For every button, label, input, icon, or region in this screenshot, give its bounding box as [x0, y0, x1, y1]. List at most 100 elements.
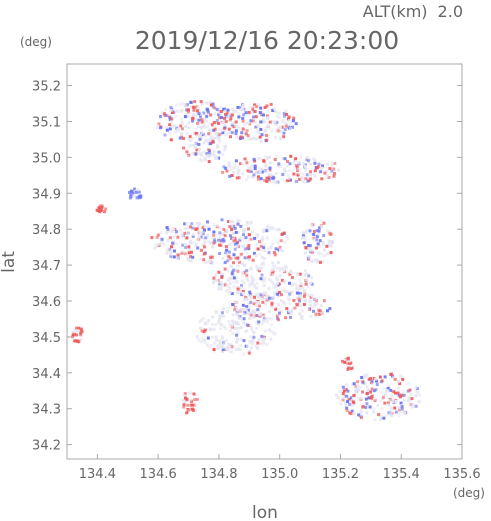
- echo-pixel: [184, 396, 187, 400]
- echo-pixel: [225, 310, 229, 314]
- echo-pixel: [266, 116, 270, 120]
- echo-pixel: [129, 193, 133, 197]
- echo-pixel: [288, 169, 292, 172]
- echo-pixel: [285, 307, 289, 311]
- echo-pixel: [223, 145, 227, 149]
- echo-pixel: [244, 297, 248, 301]
- echo-pixel: [217, 128, 221, 131]
- echo-pixel: [328, 307, 332, 311]
- echo-pixel: [318, 244, 321, 248]
- echo-pixel: [307, 248, 311, 252]
- echo-pixel: [312, 309, 315, 313]
- echo-pixel: [319, 166, 323, 170]
- echo-pixel: [236, 327, 240, 330]
- echo-pixel: [275, 278, 279, 281]
- echo-pixel: [186, 257, 190, 261]
- echo-pixel: [79, 333, 83, 337]
- echo-pixel: [176, 129, 180, 133]
- echo-pixel: [257, 175, 260, 179]
- echo-pixel: [325, 174, 329, 178]
- echo-pixel: [265, 104, 269, 108]
- echo-pixel: [261, 314, 265, 318]
- echo-pixel: [249, 105, 253, 109]
- echo-pixel: [208, 142, 212, 146]
- y-tick-label: 34.5: [32, 331, 61, 346]
- echo-pixel: [416, 390, 420, 394]
- echo-pixel: [341, 385, 345, 389]
- echo-pixel: [246, 278, 250, 282]
- echo-pixel: [268, 168, 272, 172]
- echo-pixel: [199, 257, 203, 261]
- echo-pixel: [184, 246, 188, 249]
- echo-pixel: [309, 162, 313, 166]
- echo-pixel: [207, 148, 210, 152]
- echo-pixel: [301, 175, 305, 179]
- echo-pixel: [278, 269, 282, 273]
- echo-pixel: [189, 239, 193, 243]
- echo-pixel: [277, 111, 281, 115]
- echo-pixel: [389, 412, 393, 416]
- echo-pixel: [307, 274, 311, 278]
- echo-pixel: [265, 297, 269, 301]
- echo-pixel: [311, 305, 315, 308]
- echo-pixel: [235, 333, 239, 337]
- echo-pixel: [269, 226, 273, 230]
- echo-pixel: [196, 221, 200, 225]
- echo-pixel: [349, 367, 353, 370]
- echo-pixel: [414, 390, 418, 393]
- echo-pixel: [196, 338, 200, 342]
- echo-pixel: [223, 261, 227, 265]
- echo-pixel: [394, 400, 398, 403]
- echo-pixel: [242, 281, 246, 285]
- echo-pixel: [319, 304, 323, 308]
- echo-pixel: [133, 194, 137, 198]
- echo-pixel: [203, 322, 207, 326]
- echo-pixel: [382, 395, 385, 399]
- echo-pixel: [354, 387, 358, 391]
- echo-pixel: [232, 125, 236, 129]
- echo-pixel: [294, 164, 298, 168]
- echo-pixel: [159, 126, 163, 130]
- echo-pixel: [200, 329, 204, 333]
- echo-pixel: [397, 379, 400, 383]
- echo-pixel: [287, 117, 290, 121]
- echo-pixel: [186, 154, 190, 158]
- echo-pixel: [251, 258, 255, 262]
- echo-pixel: [287, 173, 291, 177]
- echo-pixel: [363, 382, 367, 386]
- echo-pixel: [345, 383, 349, 387]
- echo-pixel: [264, 129, 268, 133]
- echo-pixel: [226, 259, 230, 263]
- echo-pixel: [239, 237, 243, 241]
- echo-region: [128, 187, 144, 200]
- echo-pixel: [248, 290, 252, 294]
- echo-pixel: [262, 168, 266, 172]
- echo-pixel: [206, 138, 210, 142]
- echo-pixel: [75, 333, 78, 337]
- echo-pixel: [236, 222, 240, 226]
- echo-pixel: [157, 242, 160, 246]
- echo-pixel: [383, 401, 387, 405]
- echo-pixel: [256, 103, 260, 107]
- echo-pixel: [279, 164, 283, 168]
- echo-pixel: [263, 337, 267, 341]
- echo-pixel: [377, 413, 380, 416]
- echo-pixel: [249, 266, 253, 270]
- echo-pixel: [261, 113, 265, 117]
- echo-pixel: [247, 258, 251, 262]
- echo-pixel: [193, 100, 197, 104]
- echo-pixel: [174, 130, 177, 133]
- y-tick-label: 35.1: [32, 115, 61, 130]
- echo-pixel: [348, 402, 352, 406]
- echo-pixel: [254, 254, 258, 258]
- echo-pixel: [257, 338, 261, 342]
- echo-pixel: [349, 396, 353, 400]
- echo-pixel: [260, 337, 264, 341]
- echo-pixel: [190, 403, 194, 407]
- echo-pixel: [255, 105, 259, 109]
- echo-pixel: [137, 190, 141, 194]
- echo-pixel: [207, 227, 211, 231]
- echo-pixel: [239, 337, 243, 341]
- echo-pixel: [309, 232, 313, 236]
- echo-pixel: [272, 331, 276, 334]
